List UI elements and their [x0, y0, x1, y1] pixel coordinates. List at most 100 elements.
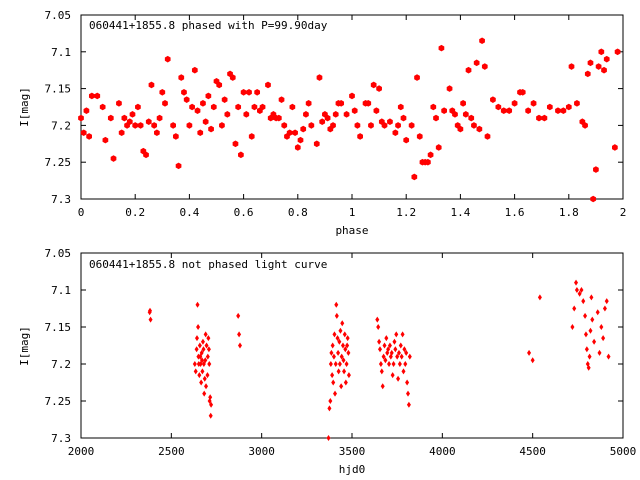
data-point: [289, 103, 296, 111]
data-point: [333, 390, 338, 397]
data-point: [405, 379, 410, 386]
data-point: [208, 394, 213, 401]
data-point: [391, 361, 396, 367]
data-point: [592, 338, 597, 345]
data-point: [332, 111, 339, 118]
data-point: [342, 331, 347, 338]
data-point: [465, 66, 472, 74]
x-tick-label: 1: [349, 206, 356, 219]
data-point: [189, 103, 195, 111]
data-point: [324, 114, 331, 122]
data-point: [394, 331, 399, 338]
data-point: [205, 372, 210, 379]
data-point: [536, 114, 542, 122]
x-tick-label: 2500: [158, 445, 185, 458]
data-point: [294, 144, 301, 151]
x-tick-label: 2000: [68, 445, 95, 458]
data-point: [381, 122, 388, 129]
data-point: [183, 96, 190, 103]
data-point: [199, 349, 204, 356]
data-point: [197, 372, 202, 379]
chart-title: 060441+1855.8 not phased light curve: [89, 258, 327, 271]
data-point: [202, 390, 207, 397]
data-point: [197, 342, 202, 349]
data-point: [403, 361, 408, 367]
data-point: [601, 335, 606, 342]
data-point: [229, 74, 236, 81]
data-point: [406, 401, 411, 408]
data-point: [237, 342, 242, 349]
data-point: [590, 195, 597, 203]
axis-ticks: 0 0.2 0.4 0.6 0.8 1 1.2 1.4 1.6 1.8 2 7.05 7.1 7.15 7.…: [45, 9, 627, 219]
data-point: [376, 85, 382, 92]
data-point: [546, 103, 553, 111]
data-point: [328, 361, 333, 367]
data-point: [511, 100, 518, 107]
data-point: [400, 331, 405, 338]
data-point: [574, 287, 579, 293]
data-point: [156, 114, 163, 122]
data-point: [349, 92, 355, 100]
y-tick-label: 7.05: [45, 9, 72, 22]
data-point: [473, 59, 480, 67]
data-point: [399, 353, 404, 360]
data-point: [587, 353, 592, 360]
data-point: [574, 100, 580, 107]
data-point: [206, 335, 211, 342]
data-point: [402, 346, 407, 353]
data-point: [377, 338, 382, 345]
data-point: [490, 96, 496, 103]
axis-ticks: 2000 2500 3000 3500 4000 4500 5000 7.05 7.1 7.15 7…: [45, 247, 637, 458]
data-point: [200, 338, 205, 345]
data-point: [530, 357, 535, 364]
data-point: [216, 81, 223, 89]
data-point: [584, 70, 591, 78]
data-point: [232, 140, 239, 148]
x-tick-label: 1.8: [559, 206, 579, 219]
data-point: [519, 88, 526, 96]
data-point: [194, 346, 199, 353]
data-point: [340, 342, 345, 349]
data-point: [137, 122, 144, 129]
y-tick-label: 7.2: [51, 358, 71, 371]
data-point: [568, 63, 575, 70]
data-point: [332, 331, 337, 338]
data-point: [330, 122, 336, 129]
data-point: [265, 81, 271, 89]
data-point: [200, 368, 205, 375]
x-tick-label: 0: [78, 206, 85, 219]
data-point: [251, 103, 258, 111]
data-point: [338, 327, 343, 334]
data-point: [386, 346, 391, 353]
data-point: [595, 309, 600, 316]
data-point: [102, 136, 109, 144]
data-point: [175, 162, 182, 170]
data-point: [481, 63, 488, 70]
data-point: [193, 368, 198, 375]
data-point: [411, 173, 418, 181]
data-point: [236, 312, 241, 319]
data-point: [382, 342, 387, 349]
data-point: [334, 301, 339, 308]
y-tick-label: 7.25: [45, 156, 72, 169]
data-point: [368, 122, 374, 129]
y-tick-label: 7.1: [51, 284, 71, 297]
data-point: [387, 118, 393, 126]
data-point: [346, 349, 351, 356]
data-point: [345, 335, 350, 342]
data-point: [460, 100, 466, 107]
phased-light-curve-panel: 060441+1855.8 phased with P=99.90day pha…: [18, 9, 626, 237]
data-point: [107, 114, 114, 122]
data-point: [303, 111, 309, 118]
data-point: [300, 125, 307, 133]
data-point: [378, 361, 383, 367]
data-point: [328, 398, 333, 404]
x-tick-label: 0.8: [288, 206, 308, 219]
x-axis-label: phase: [335, 224, 368, 237]
y-tick-label: 7.1: [51, 46, 71, 59]
data-point: [590, 316, 595, 323]
data-point: [365, 100, 372, 107]
data-point: [345, 342, 350, 349]
data-point: [579, 287, 584, 293]
